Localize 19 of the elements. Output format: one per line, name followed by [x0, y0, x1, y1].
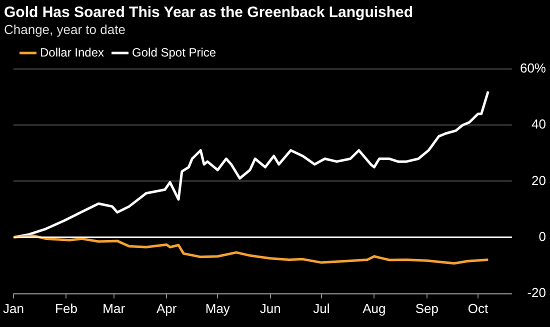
x-tick-label: Feb: [55, 300, 78, 316]
y-tick-label: 40: [532, 116, 546, 132]
chart-title: Gold Has Soared This Year as the Greenback Languished: [3, 3, 414, 21]
y-tick-label: 20: [532, 172, 546, 188]
x-tick-label: Jul: [313, 300, 330, 316]
x-tick-label: Jun: [260, 300, 281, 316]
x-tick-label: Mar: [102, 300, 126, 316]
legend-label: Gold Spot Price: [132, 45, 216, 60]
legend-label: Dollar Index: [40, 45, 104, 60]
x-tick-label: Apr: [156, 300, 178, 316]
x-tick-label: Oct: [468, 300, 488, 316]
x-tick-label: Jan: [2, 300, 24, 316]
y-tick-label: 0: [538, 228, 546, 244]
y-tick-label: 60%: [520, 60, 546, 76]
x-tick-label: Sep: [415, 300, 438, 316]
x-tick-label: May: [205, 300, 230, 316]
x-tick-label: Aug: [362, 300, 386, 316]
chart-subtitle: Change, year to date: [3, 21, 126, 37]
y-tick-label: -20: [527, 284, 546, 300]
